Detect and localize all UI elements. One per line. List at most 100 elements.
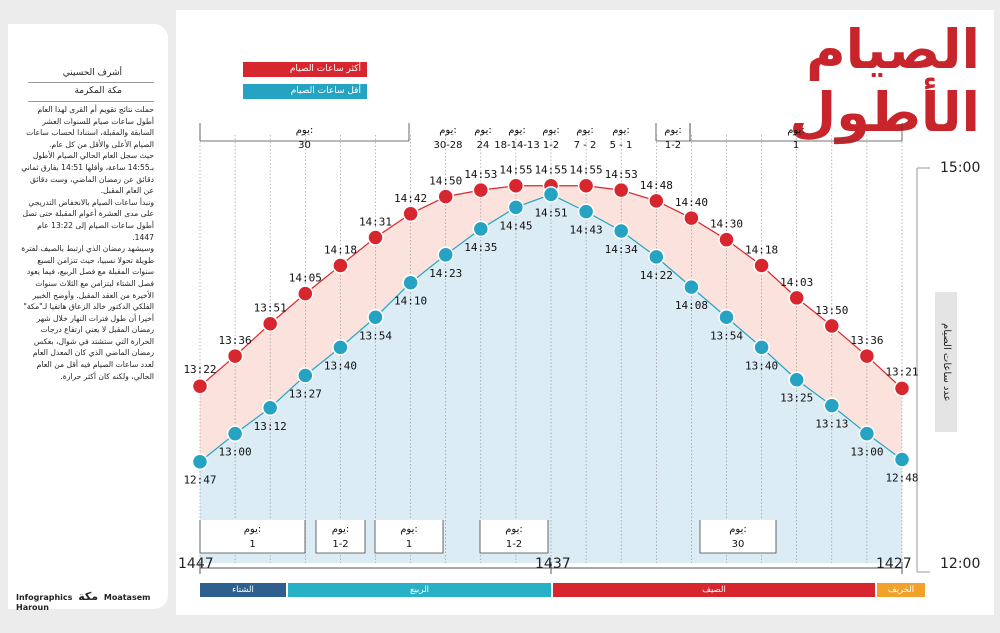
top-annotation-prefix: يوم: <box>664 125 682 136</box>
max-point <box>753 257 770 274</box>
max-value-label: 13:50 <box>815 304 848 317</box>
x-label-left: 1447 <box>178 556 214 572</box>
min-value-label: 13:27 <box>289 387 322 400</box>
page-title: الصيام الأطول <box>789 18 981 144</box>
min-value-label: 13:54 <box>710 329 743 342</box>
min-point <box>402 274 419 291</box>
bottom-annotation-box <box>700 520 776 553</box>
max-point <box>612 181 630 199</box>
bottom-annotation-box <box>375 520 443 553</box>
bottom-annotation-prefix: يوم: <box>729 524 747 535</box>
bottom-annotation-days: 1 <box>406 539 412 550</box>
max-value-label: 14:05 <box>289 272 322 285</box>
min-point <box>297 367 314 384</box>
top-annotation-days: 1 <box>793 140 799 151</box>
bottom-annotation-days: 1 <box>249 539 255 550</box>
divider <box>28 101 154 102</box>
max-value-label: 14:50 <box>429 175 462 188</box>
max-value-label: 14:40 <box>675 196 708 209</box>
max-point <box>718 231 735 248</box>
min-point <box>648 248 665 266</box>
bottom-annotation-box <box>480 520 548 553</box>
max-point <box>437 188 454 205</box>
top-annotation-days: 24 <box>477 140 490 151</box>
y-tick-bottom: 12:00 <box>940 556 981 572</box>
divider <box>28 82 154 83</box>
top-annotation-prefix: يوم: <box>508 125 526 136</box>
top-annotation-prefix: يوم: <box>296 125 314 136</box>
max-value-label: 14:53 <box>464 168 497 181</box>
min-point <box>893 451 911 468</box>
bottom-bracket <box>315 520 366 554</box>
article-body: حملت نتائج تقويم أم القرى لهذا العام أطو… <box>21 105 154 381</box>
min-value-label: 13:13 <box>815 418 848 431</box>
min-value-label: 14:51 <box>534 206 567 219</box>
top-annotation-days: 1-2 <box>543 140 559 151</box>
top-annotation-prefix: يوم: <box>612 125 630 136</box>
min-point <box>261 399 279 417</box>
max-value-label: 14:55 <box>499 164 532 177</box>
designer-name: Moatasem Haroun <box>16 593 151 612</box>
max-point <box>507 177 525 194</box>
max-point <box>297 285 314 302</box>
max-point <box>332 257 349 274</box>
min-value-label: 14:08 <box>675 299 708 312</box>
top-annotation-days: 5 - 1 <box>610 140 633 151</box>
min-value-label: 12:47 <box>183 474 216 487</box>
min-point <box>577 203 595 220</box>
max-value-label: 14:30 <box>710 218 743 231</box>
bottom-bracket <box>199 520 306 554</box>
min-point <box>823 397 841 414</box>
bottom-annotation-prefix: يوم: <box>332 524 350 535</box>
bottom-annotation-prefix: يوم: <box>244 524 262 535</box>
min-value-label: 14:34 <box>605 243 638 256</box>
max-value-label: 14:53 <box>605 168 638 181</box>
min-value-label: 14:22 <box>640 269 673 282</box>
min-value-label: 14:10 <box>394 295 427 308</box>
y-tick-top: 15:00 <box>940 160 981 176</box>
min-point <box>226 425 244 442</box>
min-value-label: 12:48 <box>885 472 918 485</box>
min-point <box>753 339 770 356</box>
bottom-annotation-box <box>200 520 305 553</box>
x-label-right: 1427 <box>876 556 912 572</box>
legend-max-label: أكثر ساعات الصيام <box>289 64 361 74</box>
bottom-annotation-days: 1-2 <box>332 539 348 550</box>
min-point <box>788 371 805 388</box>
max-point <box>261 315 279 332</box>
min-value-label: 13:00 <box>850 446 883 459</box>
max-value-label: 14:18 <box>745 244 778 257</box>
max-point <box>402 205 419 223</box>
makkah-logo: مكة <box>78 590 99 603</box>
min-point <box>683 278 700 296</box>
top-annotation-prefix: يوم: <box>787 125 805 136</box>
max-value-label: 13:51 <box>254 302 287 315</box>
min-point <box>437 246 454 264</box>
bottom-bracket <box>479 520 549 554</box>
season-autumn: الخريف <box>877 583 925 597</box>
bottom-annotation-box <box>316 520 365 553</box>
max-point <box>226 347 244 365</box>
min-value-label: 13:25 <box>780 392 813 405</box>
max-point <box>858 347 876 365</box>
max-value-label: 14:42 <box>394 192 427 205</box>
legend-min: أقل ساعات الصيام <box>243 84 367 99</box>
max-point <box>191 377 209 395</box>
top-annotation-days: 7 - 2 <box>574 140 597 151</box>
min-value-label: 13:40 <box>324 359 357 372</box>
min-value-label: 13:54 <box>359 329 392 342</box>
max-point <box>577 177 595 194</box>
top-annotation-days: 18-14-13 <box>494 140 539 151</box>
max-value-label: 13:36 <box>219 334 252 347</box>
min-point <box>542 186 560 203</box>
top-annotation-prefix: يوم: <box>542 125 560 136</box>
min-point <box>507 199 525 216</box>
top-annotation-days: 1-2 <box>665 140 681 151</box>
season-summer: الصيف <box>553 583 875 597</box>
bottom-annotation-prefix: يوم: <box>400 524 418 535</box>
legend-min-label: أقل ساعات الصيام <box>290 86 361 96</box>
y-axis-title: عدد ساعات الصيام <box>935 292 957 432</box>
bottom-annotation-days: 30 <box>732 539 745 550</box>
min-point <box>718 309 735 326</box>
